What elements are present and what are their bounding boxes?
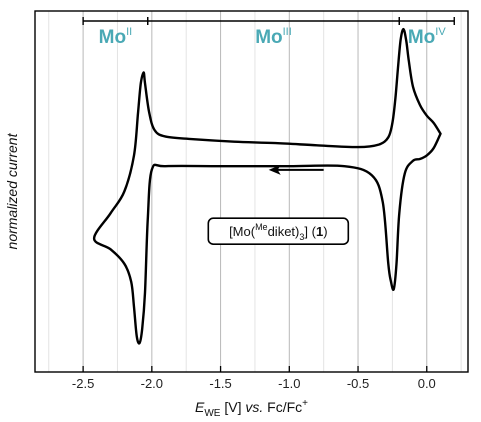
compound-label-box: [Mo(Mediket)3] (1): [207, 217, 350, 246]
scan-direction-arrow: [268, 164, 324, 175]
x-axis-label: EWE [V] vs. Fc/Fc+: [195, 398, 308, 419]
plot-frame: [34, 10, 469, 373]
grid-lines: [48, 11, 462, 372]
region-label: MoIV: [408, 26, 446, 48]
compound-label: [Mo(Mediket)3] (1): [229, 222, 327, 242]
x-tick-label: -1.0: [278, 376, 300, 391]
compound-label-frame: [207, 217, 350, 246]
x-axis-ticks: -2.5 -2.0 -1.5 -1.0 -0.5 0.0: [72, 366, 436, 391]
x-tick-label: -1.5: [209, 376, 231, 391]
oxidation-state-regions: MoII MoIII MoIV: [82, 17, 455, 48]
cv-curve: [92, 27, 442, 345]
region-label: MoIII: [255, 26, 292, 48]
x-tick-label: -0.5: [347, 376, 369, 391]
x-tick-label: -2.5: [72, 376, 94, 391]
y-axis-label: normalized current: [4, 132, 20, 249]
x-tick-label: 0.0: [418, 376, 436, 391]
x-tick-label: -2.0: [141, 376, 163, 391]
arrow-head: [268, 164, 281, 175]
region-label: MoII: [99, 26, 133, 48]
